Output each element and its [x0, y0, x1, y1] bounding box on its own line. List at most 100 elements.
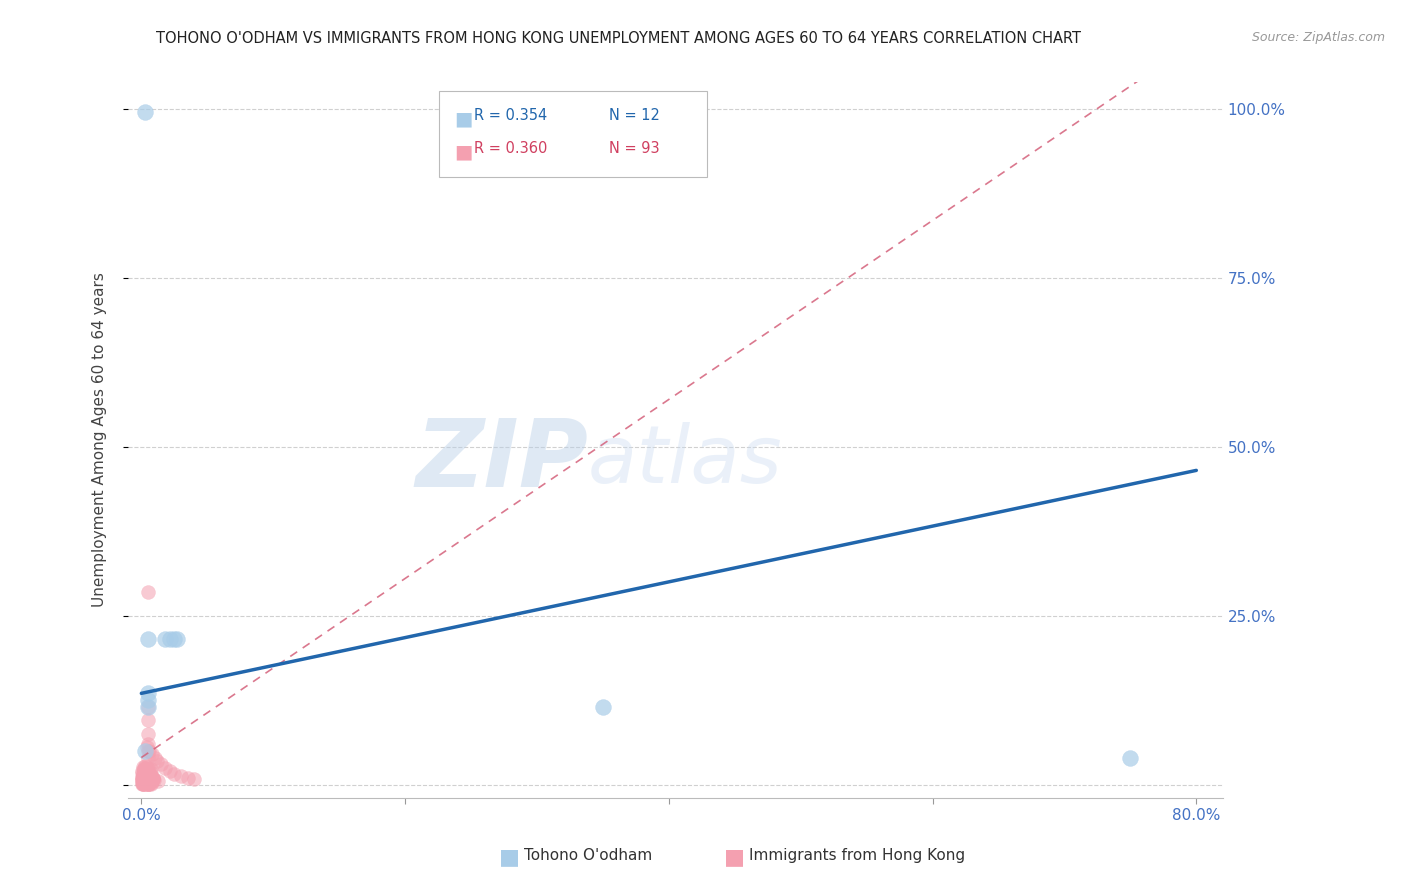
Point — [135, 775, 157, 789]
Point — [166, 632, 188, 647]
Point — [138, 777, 160, 791]
Point — [131, 767, 153, 781]
Point — [135, 777, 157, 791]
Point — [131, 771, 153, 785]
Point — [131, 772, 153, 787]
Point — [138, 777, 160, 791]
Point — [159, 764, 181, 778]
Point — [131, 776, 153, 790]
Text: Immigrants from Hong Kong: Immigrants from Hong Kong — [749, 847, 966, 863]
Point — [131, 764, 153, 779]
Point — [132, 768, 155, 782]
Point — [150, 757, 173, 772]
Point — [141, 777, 163, 791]
Point — [183, 772, 205, 786]
Point — [131, 760, 153, 774]
Text: N = 12: N = 12 — [609, 108, 659, 123]
Point — [1119, 750, 1142, 764]
Point — [136, 768, 159, 782]
Point — [132, 762, 155, 776]
Point — [136, 772, 159, 787]
Point — [131, 777, 153, 791]
Text: ■: ■ — [724, 847, 745, 867]
Point — [141, 762, 163, 776]
Point — [142, 771, 165, 785]
Point — [163, 767, 186, 781]
Text: Source: ZipAtlas.com: Source: ZipAtlas.com — [1251, 31, 1385, 45]
Point — [135, 767, 157, 781]
Point — [132, 774, 155, 789]
Point — [138, 744, 160, 758]
Point — [132, 775, 155, 789]
Point — [141, 765, 163, 780]
Point — [142, 772, 165, 787]
Point — [135, 764, 157, 779]
Point — [146, 754, 169, 768]
Text: ■: ■ — [499, 847, 520, 867]
Point — [136, 777, 159, 791]
Point — [136, 699, 159, 714]
Point — [135, 740, 157, 755]
Point — [135, 772, 157, 787]
Point — [136, 771, 159, 785]
Point — [141, 747, 163, 761]
Point — [132, 777, 155, 791]
Point — [134, 105, 156, 120]
Point — [139, 769, 162, 783]
Point — [139, 766, 162, 780]
Point — [146, 773, 169, 788]
Point — [132, 767, 155, 781]
Point — [136, 585, 159, 599]
Point — [142, 772, 165, 786]
Point — [136, 737, 159, 751]
Point — [136, 632, 159, 647]
Point — [135, 768, 157, 782]
Text: ■: ■ — [454, 110, 472, 128]
Point — [159, 632, 181, 647]
Point — [135, 775, 157, 789]
Point — [131, 772, 153, 787]
Point — [132, 764, 155, 779]
Point — [134, 771, 156, 785]
Point — [136, 772, 159, 787]
Point — [138, 772, 160, 787]
Point — [134, 774, 156, 789]
Point — [132, 777, 155, 791]
Point — [176, 771, 198, 785]
Point — [139, 767, 162, 781]
Text: R = 0.354: R = 0.354 — [474, 108, 547, 123]
Point — [135, 771, 157, 785]
Text: ■: ■ — [454, 143, 472, 161]
Point — [143, 750, 166, 764]
Point — [134, 744, 156, 758]
Point — [136, 693, 159, 707]
Point — [136, 764, 159, 778]
Point — [134, 759, 156, 773]
Point — [138, 770, 160, 784]
Point — [139, 769, 162, 783]
Point — [136, 759, 159, 773]
Text: Tohono O'odham: Tohono O'odham — [524, 847, 652, 863]
Y-axis label: Unemployment Among Ages 60 to 64 years: Unemployment Among Ages 60 to 64 years — [93, 273, 107, 607]
Point — [138, 772, 160, 787]
Text: atlas: atlas — [588, 423, 783, 500]
Point — [136, 714, 159, 728]
Point — [138, 773, 160, 788]
Point — [134, 771, 156, 785]
Point — [131, 765, 153, 780]
Point — [135, 775, 157, 789]
Point — [134, 773, 156, 788]
Text: N = 93: N = 93 — [609, 141, 659, 156]
Point — [136, 699, 159, 714]
Point — [136, 771, 159, 785]
Point — [135, 762, 157, 776]
Point — [134, 772, 156, 786]
Point — [132, 777, 155, 791]
Point — [136, 744, 159, 758]
Point — [153, 761, 176, 775]
Point — [139, 775, 162, 789]
Point — [135, 770, 157, 784]
Text: TOHONO O'ODHAM VS IMMIGRANTS FROM HONG KONG UNEMPLOYMENT AMONG AGES 60 TO 64 YEA: TOHONO O'ODHAM VS IMMIGRANTS FROM HONG K… — [156, 31, 1081, 46]
Point — [153, 632, 176, 647]
Point — [135, 775, 157, 789]
